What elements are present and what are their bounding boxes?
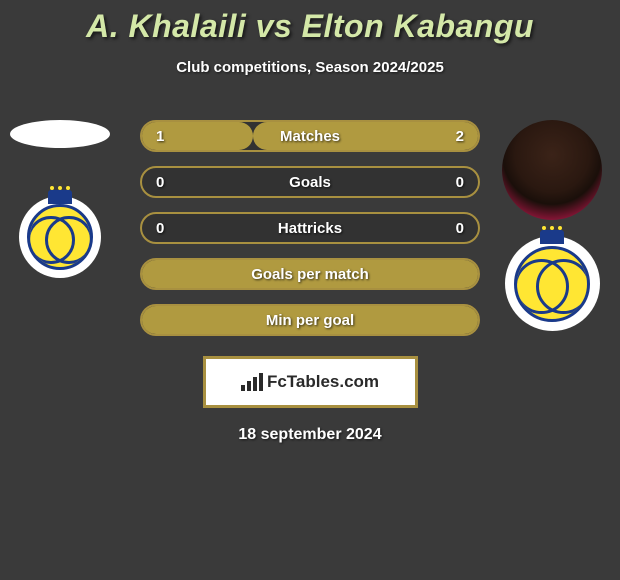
stat-label: Goals per match: [251, 266, 369, 283]
stat-label: Goals: [289, 174, 331, 191]
stat-row: 0 0 Goals: [140, 166, 480, 198]
stat-value-left: 0: [156, 220, 164, 237]
stat-label: Hattricks: [278, 220, 342, 237]
crown-icon: [540, 230, 564, 244]
player-left-club-badge: [19, 196, 101, 278]
stat-label: Matches: [280, 128, 340, 145]
stat-row: Goals per match: [140, 258, 480, 290]
comparison-panel: 1 2 Matches 0 0 Goals 0 0 Hattricks Goals per mat…: [0, 120, 620, 336]
stat-row: 0 0 Hattricks: [140, 212, 480, 244]
comparison-date: 18 september 2024: [0, 426, 620, 444]
crown-icon: [48, 190, 72, 204]
source-badge: FcTables.com: [203, 356, 418, 408]
stat-value-right: 2: [456, 128, 464, 145]
player-left-photo: [10, 120, 110, 148]
source-label: FcTables.com: [267, 372, 379, 392]
stat-value-right: 0: [456, 174, 464, 191]
comparison-subtitle: Club competitions, Season 2024/2025: [0, 59, 620, 76]
stat-value-left: 0: [156, 174, 164, 191]
stat-row: 1 2 Matches: [140, 120, 480, 152]
player-left-column: [10, 120, 110, 278]
bars-icon: [241, 373, 263, 391]
comparison-title: A. Khalaili vs Elton Kabangu: [0, 8, 620, 45]
stat-label: Min per goal: [266, 312, 354, 329]
stat-value-right: 0: [456, 220, 464, 237]
stat-value-left: 1: [156, 128, 164, 145]
stat-row: Min per goal: [140, 304, 480, 336]
player-right-club-badge: [505, 236, 600, 331]
player-right-photo: [502, 120, 602, 220]
player-right-column: [502, 120, 602, 331]
stat-rows: 1 2 Matches 0 0 Goals 0 0 Hattricks Goals per mat…: [140, 120, 480, 336]
